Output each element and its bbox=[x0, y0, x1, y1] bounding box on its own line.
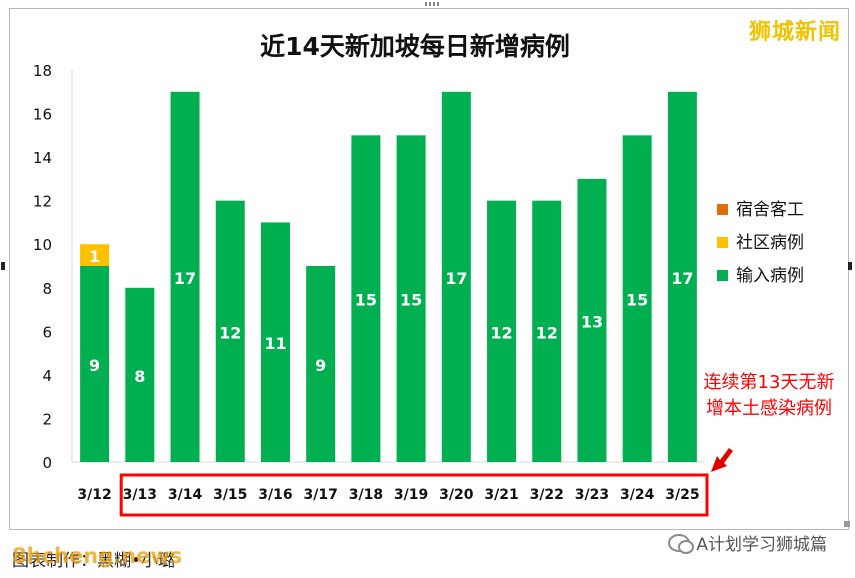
bar-segment bbox=[260, 222, 290, 462]
highlight-box bbox=[119, 473, 709, 517]
x-tick-label: 3/23 bbox=[575, 487, 609, 503]
y-tick-label: 0 bbox=[42, 454, 52, 472]
data-label: 12 bbox=[536, 323, 558, 342]
resize-handle-left[interactable] bbox=[1, 262, 5, 270]
chart-title: 近14天新加坡每日新增病例 bbox=[260, 32, 570, 61]
legend-label: 宿舍客工 bbox=[736, 200, 804, 220]
x-tick-label: 3/12 bbox=[77, 487, 111, 503]
y-tick-label: 8 bbox=[42, 280, 52, 298]
bar-segment bbox=[622, 135, 652, 463]
y-tick-label: 10 bbox=[33, 236, 52, 254]
legend-label: 社区病例 bbox=[736, 233, 804, 253]
bar-segment bbox=[532, 200, 562, 462]
site-watermark: 8hcheng.news bbox=[12, 544, 183, 568]
x-tick-label: 3/15 bbox=[213, 487, 247, 503]
y-tick-label: 12 bbox=[33, 193, 52, 211]
data-label: 17 bbox=[671, 269, 693, 288]
x-tick-label: 3/20 bbox=[439, 487, 474, 503]
y-tick-label: 18 bbox=[33, 62, 52, 80]
wechat-account[interactable]: A计划学习狮城篇 bbox=[668, 530, 827, 555]
bar-segment bbox=[487, 200, 517, 462]
data-label: 17 bbox=[445, 269, 467, 288]
legend-swatch bbox=[717, 204, 728, 215]
x-tick-label: 3/24 bbox=[620, 487, 655, 503]
x-tick-label: 3/21 bbox=[484, 487, 518, 503]
data-label: 1 bbox=[89, 247, 100, 266]
x-tick-label: 3/19 bbox=[394, 487, 428, 503]
bar-segment bbox=[577, 178, 607, 462]
y-tick-label: 2 bbox=[42, 410, 52, 428]
data-label: 15 bbox=[355, 291, 377, 310]
resize-handle-right[interactable] bbox=[848, 262, 852, 270]
x-tick-label: 3/22 bbox=[530, 487, 564, 503]
bar-segment bbox=[80, 266, 110, 462]
y-tick-label: 14 bbox=[33, 149, 52, 167]
data-label: 12 bbox=[490, 323, 512, 342]
bar-segment bbox=[125, 287, 155, 462]
data-label: 15 bbox=[626, 291, 648, 310]
chart-credit: 图表制作：黑糊•小璐 bbox=[12, 551, 176, 571]
x-tick-label: 3/16 bbox=[258, 487, 292, 503]
resize-handle-corner[interactable] bbox=[844, 521, 850, 527]
data-label: 8 bbox=[134, 367, 145, 386]
bar-segment bbox=[396, 135, 426, 463]
legend-swatch bbox=[717, 237, 728, 248]
data-label: 15 bbox=[400, 291, 422, 310]
bar-segment bbox=[80, 244, 110, 266]
data-label: 9 bbox=[315, 356, 326, 375]
annotation-line-1: 连续第13天无新 bbox=[704, 372, 835, 393]
bar-segment bbox=[170, 91, 200, 463]
data-label: 13 bbox=[581, 312, 603, 331]
brand-watermark: 狮城新闻 bbox=[748, 20, 841, 45]
x-tick-label: 3/25 bbox=[665, 487, 699, 503]
y-tick-label: 4 bbox=[42, 367, 52, 385]
x-tick-label: 3/17 bbox=[304, 487, 338, 503]
bar-segment bbox=[306, 266, 336, 462]
bar-segment bbox=[215, 200, 245, 462]
annotation-arrow bbox=[711, 448, 733, 472]
data-label: 11 bbox=[264, 334, 286, 353]
resize-handle-top[interactable] bbox=[425, 2, 439, 6]
wechat-account-name: A计划学习狮城篇 bbox=[696, 535, 827, 555]
data-label: 9 bbox=[89, 356, 100, 375]
wechat-icon bbox=[668, 533, 695, 554]
bar-segment bbox=[441, 91, 471, 463]
legend-label: 输入病例 bbox=[736, 266, 804, 286]
data-label: 12 bbox=[219, 323, 241, 342]
y-tick-label: 16 bbox=[33, 106, 52, 124]
data-label: 17 bbox=[174, 269, 196, 288]
annotation-line-2: 增本土感染病例 bbox=[706, 398, 832, 419]
x-tick-label: 3/14 bbox=[168, 487, 203, 503]
legend-swatch bbox=[717, 270, 728, 281]
x-tick-label: 3/18 bbox=[349, 487, 383, 503]
bar-segment bbox=[351, 135, 381, 463]
bar-segment bbox=[667, 91, 697, 463]
x-tick-label: 3/13 bbox=[123, 487, 157, 503]
y-tick-label: 6 bbox=[42, 323, 52, 341]
